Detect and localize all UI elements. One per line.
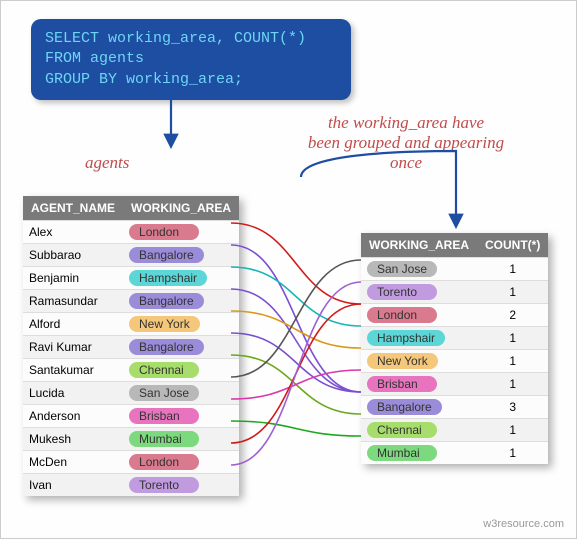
table-row: Ravi Kumar Bangalore bbox=[23, 336, 239, 359]
agent-name-cell: Mukesh bbox=[23, 428, 123, 451]
table-row: Bangalore 3 bbox=[361, 396, 548, 419]
result-area-cell: San Jose bbox=[361, 258, 477, 281]
area-pill: Torento bbox=[129, 477, 199, 493]
agent-name-cell: Alex bbox=[23, 221, 123, 244]
area-pill: New York bbox=[367, 353, 438, 369]
table-row: Brisban 1 bbox=[361, 373, 548, 396]
result-count-cell: 1 bbox=[477, 327, 548, 350]
agent-area-cell: London bbox=[123, 221, 239, 244]
table-row: Chennai 1 bbox=[361, 419, 548, 442]
agent-area-cell: Brisban bbox=[123, 405, 239, 428]
sql-query-box: SELECT working_area, COUNT(*) FROM agent… bbox=[31, 19, 351, 100]
result-area-cell: Chennai bbox=[361, 419, 477, 442]
agent-area-cell: London bbox=[123, 451, 239, 474]
result-area-cell: Brisban bbox=[361, 373, 477, 396]
result-count-cell: 1 bbox=[477, 350, 548, 373]
area-pill: Mumbai bbox=[367, 445, 437, 461]
agents-header-area: WORKING_AREA bbox=[123, 196, 239, 221]
area-pill: Brisban bbox=[367, 376, 437, 392]
result-header-area: WORKING_AREA bbox=[361, 233, 477, 258]
result-count-cell: 1 bbox=[477, 258, 548, 281]
table-row: Ramasundar Bangalore bbox=[23, 290, 239, 313]
table-row: New York 1 bbox=[361, 350, 548, 373]
result-area-cell: Mumbai bbox=[361, 442, 477, 465]
area-pill: Torento bbox=[367, 284, 437, 300]
agent-area-cell: Torento bbox=[123, 474, 239, 497]
agents-label: agents bbox=[85, 153, 129, 173]
result-area-cell: Hampshair bbox=[361, 327, 477, 350]
sql-line-3: GROUP BY working_area; bbox=[45, 70, 337, 90]
sql-line-2: FROM agents bbox=[45, 49, 337, 69]
agent-name-cell: Anderson bbox=[23, 405, 123, 428]
agents-table: AGENT_NAME WORKING_AREA Alex London Subbar… bbox=[23, 196, 239, 496]
agent-name-cell: Subbarao bbox=[23, 244, 123, 267]
area-pill: London bbox=[129, 224, 199, 240]
area-pill: London bbox=[129, 454, 199, 470]
table-row: Alex London bbox=[23, 221, 239, 244]
table-row: Torento 1 bbox=[361, 281, 548, 304]
agent-name-cell: Alford bbox=[23, 313, 123, 336]
table-row: Santakumar Chennai bbox=[23, 359, 239, 382]
attribution-text: w3resource.com bbox=[483, 518, 564, 530]
agents-header-name: AGENT_NAME bbox=[23, 196, 123, 221]
area-pill: San Jose bbox=[129, 385, 199, 401]
sql-line-1: SELECT working_area, COUNT(*) bbox=[45, 29, 337, 49]
area-pill: Chennai bbox=[129, 362, 199, 378]
result-count-cell: 2 bbox=[477, 304, 548, 327]
table-row: McDen London bbox=[23, 451, 239, 474]
agent-area-cell: Bangalore bbox=[123, 244, 239, 267]
area-pill: Bangalore bbox=[129, 247, 204, 263]
agent-area-cell: Chennai bbox=[123, 359, 239, 382]
agent-area-cell: Bangalore bbox=[123, 290, 239, 313]
table-row: London 2 bbox=[361, 304, 548, 327]
table-row: Alford New York bbox=[23, 313, 239, 336]
area-pill: Hampshair bbox=[367, 330, 445, 346]
result-area-cell: Torento bbox=[361, 281, 477, 304]
result-count-cell: 1 bbox=[477, 281, 548, 304]
agent-name-cell: Ivan bbox=[23, 474, 123, 497]
table-row: San Jose 1 bbox=[361, 258, 548, 281]
area-pill: Bangalore bbox=[129, 293, 204, 309]
table-row: Lucida San Jose bbox=[23, 382, 239, 405]
agent-area-cell: Bangalore bbox=[123, 336, 239, 359]
result-area-cell: New York bbox=[361, 350, 477, 373]
table-row: Mukesh Mumbai bbox=[23, 428, 239, 451]
result-table: WORKING_AREA COUNT(*) San Jose1Torento1L… bbox=[361, 233, 548, 464]
area-pill: San Jose bbox=[367, 261, 437, 277]
result-count-cell: 1 bbox=[477, 442, 548, 465]
annotation-text: the working_area have been grouped and a… bbox=[281, 113, 531, 173]
result-area-cell: Bangalore bbox=[361, 396, 477, 419]
area-pill: Hampshair bbox=[129, 270, 207, 286]
area-pill: Brisban bbox=[129, 408, 199, 424]
area-pill: Bangalore bbox=[129, 339, 204, 355]
agent-name-cell: Lucida bbox=[23, 382, 123, 405]
table-row: Benjamin Hampshair bbox=[23, 267, 239, 290]
result-count-cell: 1 bbox=[477, 419, 548, 442]
agent-name-cell: Benjamin bbox=[23, 267, 123, 290]
area-pill: Bangalore bbox=[367, 399, 442, 415]
agent-area-cell: Mumbai bbox=[123, 428, 239, 451]
area-pill: London bbox=[367, 307, 437, 323]
area-pill: Chennai bbox=[367, 422, 437, 438]
agent-name-cell: McDen bbox=[23, 451, 123, 474]
area-pill: New York bbox=[129, 316, 200, 332]
table-row: Hampshair 1 bbox=[361, 327, 548, 350]
result-count-cell: 1 bbox=[477, 373, 548, 396]
agent-area-cell: San Jose bbox=[123, 382, 239, 405]
table-row: Ivan Torento bbox=[23, 474, 239, 497]
area-pill: Mumbai bbox=[129, 431, 199, 447]
agent-area-cell: Hampshair bbox=[123, 267, 239, 290]
table-row: Anderson Brisban bbox=[23, 405, 239, 428]
agent-name-cell: Ramasundar bbox=[23, 290, 123, 313]
table-row: Mumbai 1 bbox=[361, 442, 548, 465]
agent-name-cell: Santakumar bbox=[23, 359, 123, 382]
result-count-cell: 3 bbox=[477, 396, 548, 419]
agent-name-cell: Ravi Kumar bbox=[23, 336, 123, 359]
table-row: Subbarao Bangalore bbox=[23, 244, 239, 267]
result-header-count: COUNT(*) bbox=[477, 233, 548, 258]
result-area-cell: London bbox=[361, 304, 477, 327]
agent-area-cell: New York bbox=[123, 313, 239, 336]
